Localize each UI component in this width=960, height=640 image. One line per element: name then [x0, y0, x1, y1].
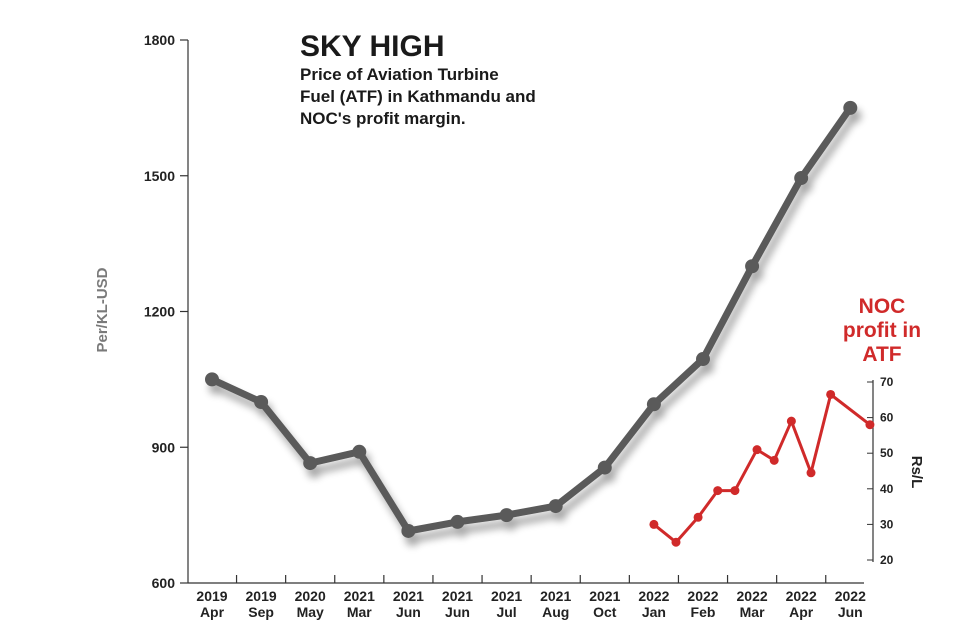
x-tick-label-month: Apr [789, 604, 814, 620]
chart-subtitle-line: Fuel (ATF) in Kathmandu and [300, 87, 536, 106]
series-line-price [208, 104, 854, 535]
data-point-price [745, 259, 760, 274]
x-tick-label-year: 2021 [491, 588, 522, 604]
data-point-price [548, 499, 563, 514]
chart-subtitle: Price of Aviation Turbine Fuel (ATF) in … [300, 65, 536, 128]
x-tick-label-month: Jul [496, 604, 516, 620]
y2-tick-label: 30 [880, 517, 894, 531]
series-profit [649, 389, 875, 547]
x-tick-label-year: 2020 [295, 588, 326, 604]
data-point-price [254, 395, 269, 409]
data-point-profit [730, 486, 740, 496]
x-tick-label-month: Feb [691, 604, 716, 620]
x-tick-label-year: 2022 [835, 588, 866, 604]
y-tick-label: 600 [152, 575, 176, 591]
x-tick-label-month: Jun [396, 604, 421, 620]
data-point-price [401, 523, 416, 538]
data-point-profit [671, 537, 681, 547]
data-point-price [597, 460, 612, 475]
series-label-profit: NOC profit in ATF [843, 295, 921, 366]
series-label-line: profit in [843, 319, 921, 342]
y2-tick-label: 70 [880, 375, 894, 389]
data-point-profit [826, 389, 836, 399]
x-tick-label-year: 2022 [737, 588, 768, 604]
chart-subtitle-line: NOC's profit margin. [300, 109, 466, 128]
data-point-price [205, 372, 219, 387]
series-layer [205, 100, 875, 547]
x-tick-label-month: Jun [838, 604, 863, 620]
x-tick-label-month: Apr [200, 604, 225, 620]
data-point-price [794, 171, 809, 186]
series-label-line: ATF [862, 343, 901, 366]
x-tick-label-month: Aug [542, 604, 569, 620]
y-tick-label: 1500 [144, 168, 175, 184]
data-point-price [352, 444, 367, 459]
data-point-profit [786, 416, 796, 426]
y2-tick-label: 20 [880, 553, 894, 567]
x-tick-label-month: Mar [347, 604, 372, 620]
data-point-profit [769, 455, 779, 465]
data-point-price [843, 100, 858, 115]
y2-axis-label: Rs/L [908, 456, 925, 489]
x-tick-label-year: 2022 [687, 588, 718, 604]
y-tick-label: 900 [152, 439, 176, 455]
x-tick-label-month: Jan [642, 604, 666, 620]
y-tick-label: 1200 [144, 304, 175, 320]
x-tick-label-year: 2021 [393, 588, 424, 604]
y-tick-label: 1800 [144, 32, 175, 48]
x-tick-label-year: 2019 [246, 588, 277, 604]
y-axis-label: Per/KL-USD [94, 267, 111, 352]
data-point-price [499, 508, 514, 523]
x-ticks: 2019Apr2019Sep2020May2021Mar2021Jun2021J… [196, 575, 866, 620]
x-tick-label-year: 2021 [540, 588, 571, 604]
series-label-line: NOC [859, 295, 906, 318]
x-tick-label-year: 2021 [442, 588, 473, 604]
y2-tick-label: 60 [880, 411, 894, 425]
y2-tick-label: 40 [880, 482, 894, 496]
x-tick-label-month: Jun [445, 604, 470, 620]
x-tick-label-year: 2022 [786, 588, 817, 604]
y-ticks: 1800 1500 1200 900 600 [144, 32, 188, 591]
x-tick-label-month: Sep [248, 604, 274, 620]
series-price [205, 100, 858, 538]
chart-title: SKY HIGH [300, 30, 444, 63]
data-point-profit [649, 519, 659, 529]
data-point-price [646, 397, 661, 412]
x-tick-label-month: Oct [593, 604, 617, 620]
chart-subtitle-line: Price of Aviation Turbine [300, 65, 499, 84]
data-point-profit [713, 486, 723, 496]
x-tick-label-month: May [297, 604, 324, 620]
series-line-profit [652, 393, 872, 544]
x-tick-label-month: Mar [740, 604, 765, 620]
data-point-profit [865, 420, 875, 430]
data-point-profit [806, 468, 816, 478]
data-point-price [303, 456, 318, 471]
data-point-profit [752, 445, 762, 455]
data-point-price [696, 352, 710, 367]
x-tick-label-year: 2019 [196, 588, 227, 604]
x-tick-label-year: 2021 [589, 588, 620, 604]
y2-tick-label: 50 [880, 446, 894, 460]
data-point-profit [693, 512, 703, 522]
x-tick-label-year: 2022 [638, 588, 669, 604]
x-tick-label-year: 2021 [344, 588, 375, 604]
y2-ticks: 70 60 50 40 30 20 [867, 375, 894, 567]
data-point-price [450, 514, 465, 529]
